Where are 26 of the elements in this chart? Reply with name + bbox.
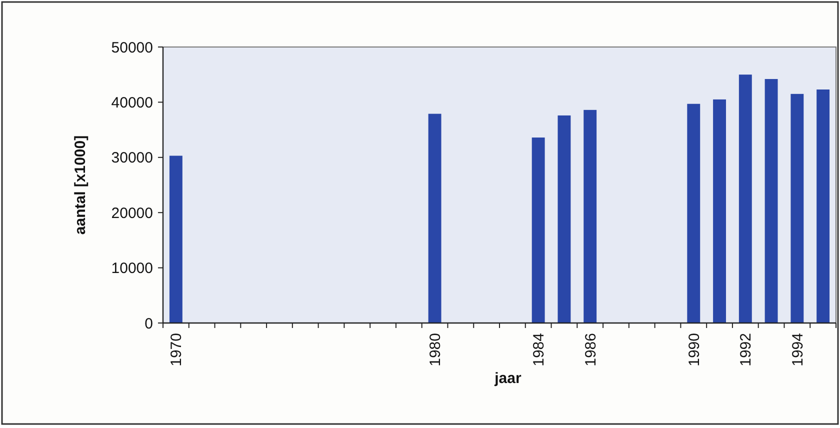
- bar: [169, 156, 182, 323]
- y-tick-label: 30000: [111, 150, 153, 167]
- x-tick-label: 1984: [530, 333, 548, 366]
- y-tick-label: 50000: [111, 39, 153, 56]
- x-axis-title: jaar: [494, 370, 522, 387]
- x-tick-label: 1990: [686, 333, 703, 366]
- y-tick-label: 10000: [111, 260, 153, 278]
- bar: [428, 114, 442, 323]
- x-tick-label: 1992: [738, 333, 755, 366]
- bar: [687, 104, 700, 323]
- x-tick-label: 1980: [427, 333, 444, 366]
- x-tick-label: 1994: [789, 333, 806, 366]
- bar: [584, 110, 597, 323]
- x-tick-label: 1986: [582, 333, 600, 366]
- bar: [790, 94, 804, 323]
- bar: [764, 79, 778, 323]
- y-axis-title: aantal [x1000]: [72, 135, 89, 235]
- y-tick-label: 20000: [111, 204, 153, 222]
- bar: [738, 74, 752, 323]
- bar: [816, 90, 830, 323]
- bar: [532, 138, 545, 323]
- bar: [713, 99, 726, 323]
- y-tick-label: 40000: [111, 94, 153, 112]
- bar: [558, 115, 571, 323]
- x-tick-label: 1970: [168, 333, 186, 366]
- y-tick-label: 0: [144, 315, 153, 332]
